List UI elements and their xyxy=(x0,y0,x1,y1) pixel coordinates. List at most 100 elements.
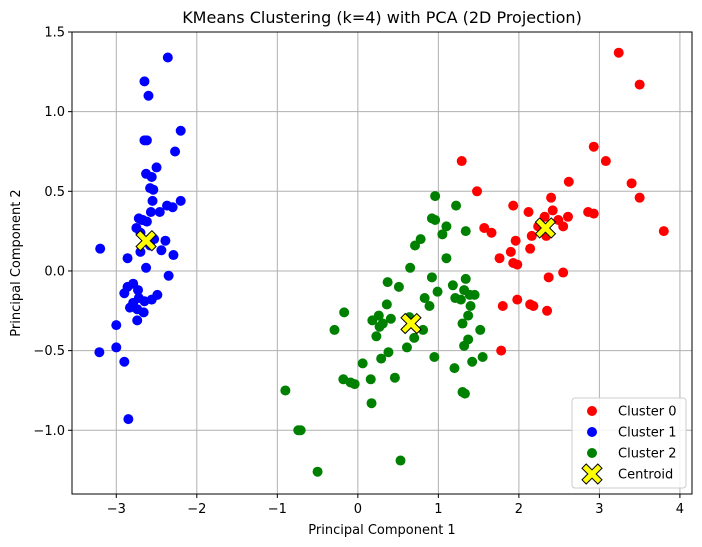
data-point xyxy=(558,221,569,232)
data-point xyxy=(497,301,508,312)
data-point xyxy=(546,192,557,203)
data-point xyxy=(349,379,360,390)
data-point xyxy=(123,414,134,425)
y-tick-label: −0.5 xyxy=(33,344,65,359)
data-point xyxy=(168,250,179,261)
data-point xyxy=(463,310,474,321)
legend-label: Cluster 2 xyxy=(618,447,677,462)
data-point xyxy=(472,186,483,197)
data-point xyxy=(558,267,569,278)
data-point xyxy=(376,353,387,364)
data-point xyxy=(588,208,599,219)
data-point xyxy=(141,262,152,273)
legend-marker xyxy=(587,448,597,458)
data-point xyxy=(600,156,611,167)
data-point xyxy=(457,318,468,329)
data-point xyxy=(374,321,385,332)
data-point xyxy=(143,90,154,101)
legend: Cluster 0 Cluster 1 Cluster 2 Centroid xyxy=(571,397,687,489)
data-point xyxy=(95,243,106,254)
data-point xyxy=(460,226,471,237)
data-point xyxy=(365,374,376,385)
data-point xyxy=(432,286,443,297)
data-point xyxy=(525,243,536,254)
data-point xyxy=(135,246,146,257)
data-point xyxy=(426,272,437,283)
data-point xyxy=(496,345,507,356)
data-point xyxy=(542,305,553,316)
data-point xyxy=(447,280,458,291)
x-tick-label: 1 xyxy=(434,502,442,517)
x-tick-label: 2 xyxy=(515,502,523,517)
x-tick-label: −1 xyxy=(268,502,287,517)
data-point xyxy=(94,347,105,358)
data-point xyxy=(147,195,158,206)
data-point xyxy=(312,466,323,477)
data-point xyxy=(613,47,624,58)
data-point xyxy=(139,296,150,307)
data-point xyxy=(156,245,167,256)
data-point xyxy=(146,171,157,182)
data-point xyxy=(455,294,466,305)
data-point xyxy=(508,200,519,211)
data-point xyxy=(280,385,291,396)
data-point xyxy=(494,253,505,264)
y-tick-label: 1.0 xyxy=(44,105,65,120)
data-point xyxy=(626,178,637,189)
data-point xyxy=(456,156,467,167)
data-point xyxy=(367,315,378,326)
y-axis-label: Principal Component 2 xyxy=(9,189,24,336)
data-point xyxy=(475,324,486,335)
x-tick-label: −2 xyxy=(187,502,206,517)
data-point xyxy=(451,200,462,211)
data-point xyxy=(410,240,421,251)
data-point xyxy=(467,356,478,367)
data-point xyxy=(163,270,174,281)
data-point xyxy=(160,235,171,246)
data-point xyxy=(539,211,550,222)
data-point xyxy=(383,347,394,358)
data-point xyxy=(119,288,130,299)
x-tick-label: −3 xyxy=(107,502,126,517)
x-tick-label: 4 xyxy=(676,502,684,517)
y-tick-label: 0.0 xyxy=(44,264,65,279)
data-point xyxy=(419,293,430,304)
legend-marker xyxy=(587,406,597,416)
data-point xyxy=(526,230,537,241)
data-point xyxy=(175,125,186,136)
y-tick-label: 0.5 xyxy=(44,185,65,200)
data-point xyxy=(154,207,165,218)
plot-frame xyxy=(71,31,693,495)
data-point xyxy=(295,425,306,436)
x-axis-label: Principal Component 1 xyxy=(308,523,455,538)
data-point xyxy=(441,221,452,232)
y-tick-label: −1.0 xyxy=(33,424,65,439)
data-point xyxy=(141,216,152,227)
data-point xyxy=(151,162,162,173)
data-point xyxy=(139,76,150,87)
data-point xyxy=(141,135,152,146)
data-point xyxy=(409,332,420,343)
data-point xyxy=(512,259,523,270)
data-point xyxy=(469,289,480,300)
data-point xyxy=(658,226,669,237)
centroid-marker xyxy=(135,229,157,252)
data-point xyxy=(563,176,574,187)
data-point xyxy=(111,320,122,331)
legend-marker xyxy=(587,427,597,437)
data-point xyxy=(329,324,340,335)
data-point xyxy=(366,398,377,409)
series-cluster-2 xyxy=(280,191,488,477)
data-point xyxy=(122,253,133,264)
data-point xyxy=(459,340,470,351)
data-point xyxy=(111,342,122,353)
legend-label: Cluster 0 xyxy=(618,405,677,420)
x-tick-label: 3 xyxy=(595,502,603,517)
data-point xyxy=(119,356,130,367)
data-point xyxy=(395,455,406,466)
data-point xyxy=(479,222,490,233)
data-point xyxy=(357,358,368,369)
data-point xyxy=(437,229,448,240)
data-point xyxy=(401,342,412,353)
